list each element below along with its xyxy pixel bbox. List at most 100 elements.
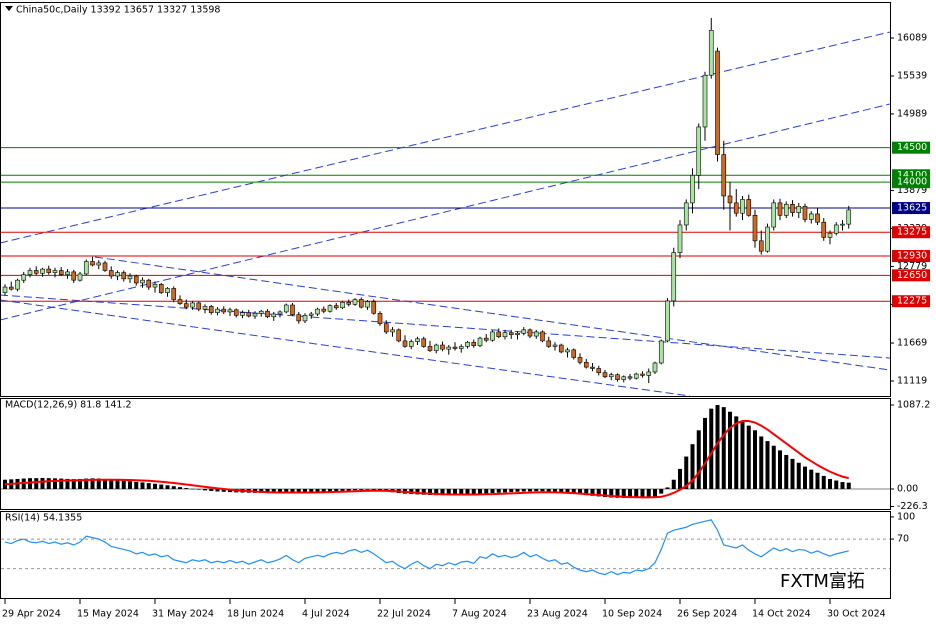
macd-bar bbox=[496, 488, 501, 493]
candle-body bbox=[465, 341, 470, 347]
level-label: 12930 bbox=[897, 251, 927, 262]
candle-body bbox=[627, 376, 633, 379]
candle-body bbox=[571, 349, 577, 358]
candle-body bbox=[683, 202, 689, 226]
candle-body bbox=[90, 261, 95, 266]
macd-bar bbox=[65, 478, 70, 489]
candle-body bbox=[252, 312, 258, 317]
macd-bar bbox=[346, 488, 351, 491]
candle-body bbox=[140, 279, 145, 284]
candle-body bbox=[271, 313, 277, 318]
macd-bar bbox=[296, 488, 301, 493]
candle-body bbox=[621, 376, 627, 380]
macd-bar bbox=[84, 478, 89, 489]
macd-bar bbox=[328, 488, 332, 492]
macd-bar bbox=[153, 483, 157, 489]
candle-body bbox=[246, 312, 252, 317]
candle-body bbox=[608, 374, 614, 378]
y-tick-label: 0.00 bbox=[897, 483, 918, 494]
y-tick-label: 12779 bbox=[897, 261, 927, 272]
level-label-bg bbox=[892, 269, 930, 282]
macd-bar bbox=[215, 488, 220, 492]
candle-body bbox=[396, 329, 402, 342]
candle-body bbox=[440, 344, 445, 350]
candle-body bbox=[577, 357, 583, 363]
y-tick-label: -226.3 bbox=[897, 501, 928, 512]
macd-bar bbox=[90, 478, 95, 489]
main-panel bbox=[0, 2, 891, 397]
rsi-line bbox=[4, 519, 849, 576]
candle-body bbox=[471, 341, 477, 347]
candle-body bbox=[596, 368, 602, 373]
y-tick-label: 11669 bbox=[897, 338, 927, 349]
level-label: 14100 bbox=[897, 170, 927, 181]
candle-body bbox=[377, 312, 383, 324]
candle-body bbox=[408, 341, 414, 347]
macd-bar bbox=[515, 488, 520, 492]
macd-bar bbox=[440, 488, 445, 496]
trend-line bbox=[0, 299, 691, 397]
macd-bar bbox=[303, 488, 307, 493]
macd-bar bbox=[159, 484, 164, 489]
level-label: 14500 bbox=[897, 142, 927, 153]
candle-body bbox=[715, 50, 720, 155]
macd-bar bbox=[821, 475, 826, 489]
candle-body bbox=[802, 206, 808, 220]
macd-bar bbox=[815, 472, 820, 489]
macd-bar bbox=[71, 479, 76, 489]
candle-body bbox=[202, 306, 208, 310]
candle-body bbox=[721, 154, 727, 197]
macd-bar bbox=[746, 425, 751, 489]
candle-body bbox=[765, 226, 770, 252]
x-tick-label: 26 Sep 2024 bbox=[677, 609, 737, 620]
candle-body bbox=[327, 305, 333, 312]
macd-bar bbox=[696, 430, 701, 489]
candle-body bbox=[502, 332, 508, 338]
candle-body bbox=[240, 312, 245, 316]
macd-title: MACD(12,26,9) 81.8 141.2 bbox=[5, 400, 132, 411]
macd-bar bbox=[634, 488, 639, 499]
candle-body bbox=[308, 313, 314, 316]
macd-bar bbox=[415, 488, 420, 495]
candle-body bbox=[477, 337, 483, 347]
x-tick-label: 4 Jul 2024 bbox=[302, 609, 350, 620]
macd-bar bbox=[171, 486, 176, 489]
candle-body bbox=[590, 366, 595, 369]
candle-body bbox=[483, 337, 489, 341]
level-label-bg bbox=[892, 226, 930, 239]
candle-body bbox=[796, 206, 802, 213]
candle-body bbox=[746, 199, 752, 216]
candle-body bbox=[708, 30, 714, 76]
macd-bar bbox=[646, 488, 651, 498]
candle-body bbox=[2, 286, 8, 293]
macd-bar bbox=[478, 488, 482, 494]
macd-bar bbox=[484, 488, 489, 494]
candle-body bbox=[515, 333, 520, 335]
candle-body bbox=[846, 209, 852, 225]
y-tick-label: 14989 bbox=[897, 108, 927, 119]
macd-bar bbox=[121, 480, 126, 489]
macd-bar bbox=[721, 407, 726, 489]
menu-arrow[interactable] bbox=[5, 6, 13, 11]
macd-bar bbox=[334, 488, 339, 492]
macd-bar bbox=[703, 417, 707, 489]
macd-bar bbox=[571, 488, 576, 494]
macd-bar bbox=[803, 466, 807, 489]
macd-bar bbox=[603, 488, 607, 498]
candle-body bbox=[452, 346, 458, 349]
candle-body bbox=[171, 288, 177, 300]
candle-body bbox=[533, 331, 539, 337]
candle-body bbox=[658, 340, 664, 364]
candle-body bbox=[358, 299, 364, 308]
candle-body bbox=[152, 284, 158, 288]
level-label: 13625 bbox=[897, 203, 927, 214]
candle-body bbox=[652, 362, 658, 373]
candle-body bbox=[383, 323, 389, 333]
candle-body bbox=[71, 271, 77, 281]
candle-body bbox=[527, 329, 533, 337]
macd-bar bbox=[609, 488, 614, 498]
candle-body bbox=[40, 268, 45, 274]
macd-bar bbox=[565, 488, 570, 494]
candle-body bbox=[783, 203, 789, 216]
candle-body bbox=[315, 308, 320, 315]
